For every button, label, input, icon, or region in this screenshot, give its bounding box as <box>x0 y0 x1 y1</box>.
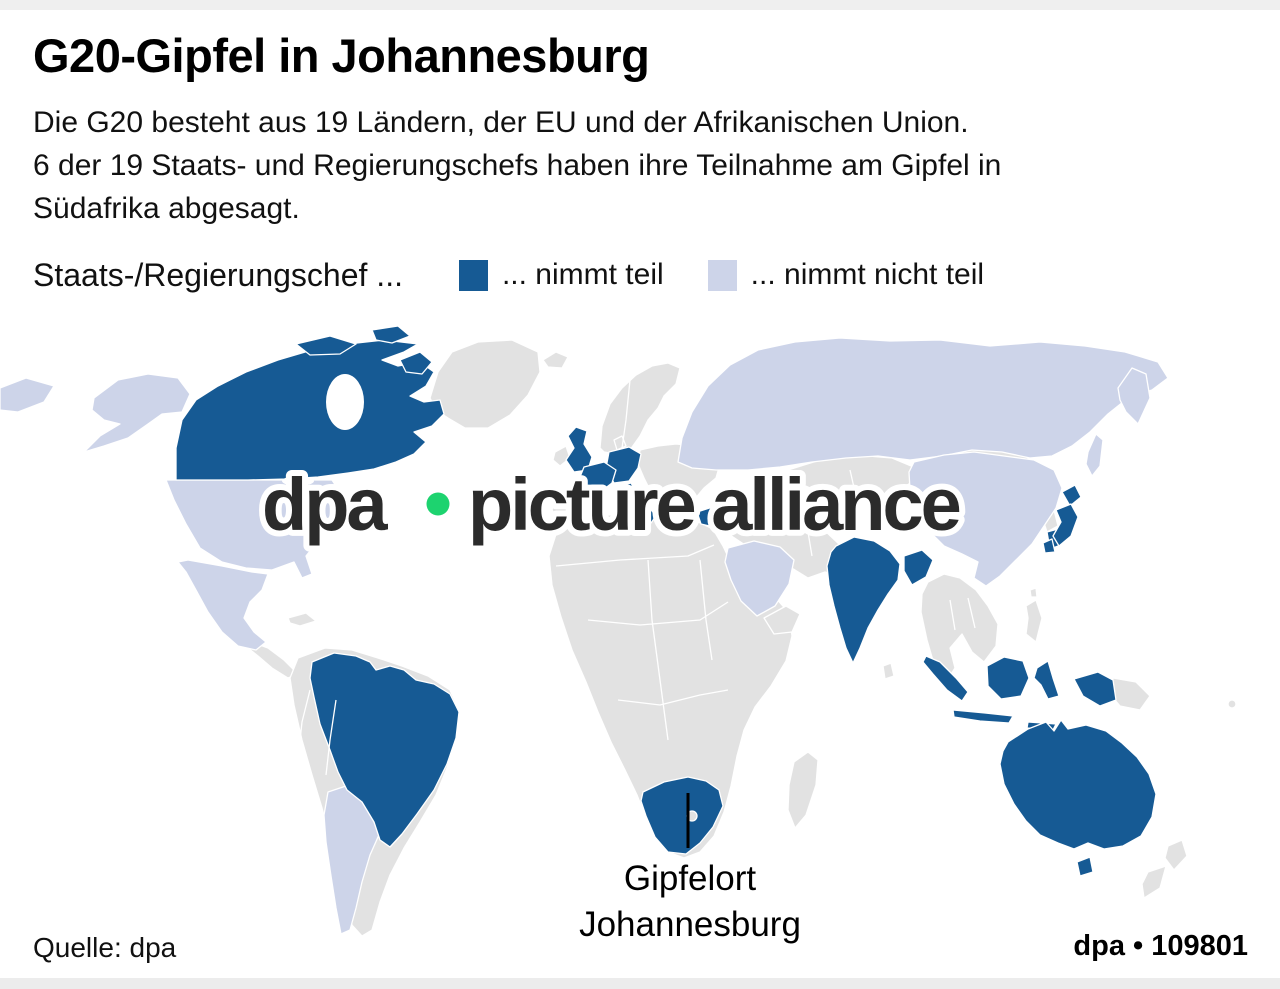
country-australia <box>999 719 1157 850</box>
country-new-zealand <box>1141 865 1167 899</box>
country-japan <box>1042 538 1056 554</box>
region-africa <box>548 513 793 859</box>
top-divider-strip <box>0 0 1280 10</box>
country-india-northeast <box>903 549 934 586</box>
country-indonesia <box>952 709 1014 724</box>
inner-country-borders <box>297 379 976 776</box>
country-japan <box>1052 503 1079 547</box>
subtitle-line-3: Südafrika abgesagt. <box>33 192 300 225</box>
black-sea <box>696 493 724 505</box>
legend-item-not-participating: ... nimmt nicht teil <box>707 258 985 292</box>
watermark-green-dot <box>426 492 450 516</box>
region-southeast-asia <box>920 573 999 683</box>
country-philippines <box>1025 599 1043 643</box>
country-italy-sicily <box>640 523 651 532</box>
country-china <box>908 451 1063 587</box>
country-ireland <box>552 445 571 467</box>
country-indonesia <box>1073 671 1117 707</box>
region-scandinavia <box>599 362 681 455</box>
country-indonesia <box>1033 660 1060 700</box>
subtitle-line-1: Die G20 besteht aus 19 Ländern, der EU u… <box>33 106 969 139</box>
source-note: Quelle: dpa <box>33 932 177 963</box>
country-taiwan <box>1029 587 1038 598</box>
legend-label-participates: ... nimmt teil <box>501 258 664 291</box>
subtitle-line-2: 6 der 19 Staats- und Regierungschefs hab… <box>33 149 1002 182</box>
country-madagascar <box>787 751 819 829</box>
country-canada-arctic-islands <box>399 351 433 375</box>
region-alaska <box>83 373 191 453</box>
country-canada-arctic-islands <box>371 325 411 344</box>
legend-item-participates: ... nimmt teil <box>458 258 664 292</box>
country-iceland <box>542 351 569 369</box>
watermark-picture-alliance-text: picture alliance <box>468 463 960 546</box>
legend-swatch-participates <box>458 259 488 291</box>
country-cuba <box>287 612 317 627</box>
subtitle-paragraph: Die G20 besteht aus 19 Ländern, der EU u… <box>33 101 1213 230</box>
country-greenland <box>429 339 541 429</box>
country-france <box>579 461 617 494</box>
country-usa <box>165 479 341 579</box>
watermark-dpa-text: dpa <box>262 463 388 546</box>
country-canada <box>175 339 445 481</box>
summit-annotation-line-1: Gipfelort <box>623 859 757 898</box>
hudson-bay <box>326 374 364 430</box>
summit-annotation-label: Gipfelort Johannesburg <box>579 856 801 948</box>
country-sri-lanka <box>882 662 895 680</box>
country-japan <box>1061 484 1082 507</box>
legend-label-not-participating: ... nimmt nicht teil <box>750 258 985 291</box>
country-india <box>826 536 901 664</box>
country-australia-tasmania <box>1076 856 1094 877</box>
great-lakes <box>282 476 314 486</box>
region-chukotka <box>0 377 55 413</box>
country-fiji <box>1227 699 1237 709</box>
country-turkey <box>696 504 743 529</box>
country-brazil <box>309 652 460 848</box>
country-united-kingdom <box>565 426 593 473</box>
region-yemen-oman <box>763 605 801 635</box>
legend-swatch-not-participating <box>707 259 737 291</box>
country-canada-arctic-islands <box>295 335 357 356</box>
legend-title: Staats-/Regierungschef ... <box>33 256 403 293</box>
credit-note: dpa • 109801 <box>1073 930 1248 962</box>
region-central-america <box>247 641 299 679</box>
region-kamchatka <box>1117 367 1151 425</box>
region-sakhalin <box>1085 433 1104 477</box>
country-south-africa <box>640 776 724 855</box>
bottom-divider-strip <box>0 978 1280 989</box>
country-indonesia <box>922 655 969 702</box>
watermark: dpa picture alliance <box>256 457 969 552</box>
country-indonesia <box>986 656 1030 700</box>
summit-annotation-line-2: Johannesburg <box>579 905 801 944</box>
country-mexico <box>177 559 269 651</box>
country-saudi-arabia <box>724 540 795 617</box>
legend: Staats-/Regierungschef ... ... nimmt tei… <box>33 252 1253 298</box>
country-italy <box>618 482 657 524</box>
country-papua-new-guinea <box>1109 677 1151 711</box>
country-new-zealand <box>1164 839 1188 871</box>
region-iberia <box>551 491 605 525</box>
caspian-sea <box>774 495 790 529</box>
page-title: G20-Gipfel in Johannesburg <box>33 29 650 82</box>
